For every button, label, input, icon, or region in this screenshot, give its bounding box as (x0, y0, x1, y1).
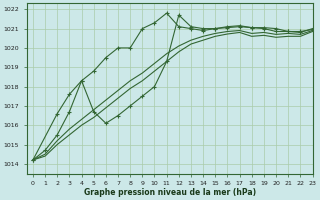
X-axis label: Graphe pression niveau de la mer (hPa): Graphe pression niveau de la mer (hPa) (84, 188, 256, 197)
